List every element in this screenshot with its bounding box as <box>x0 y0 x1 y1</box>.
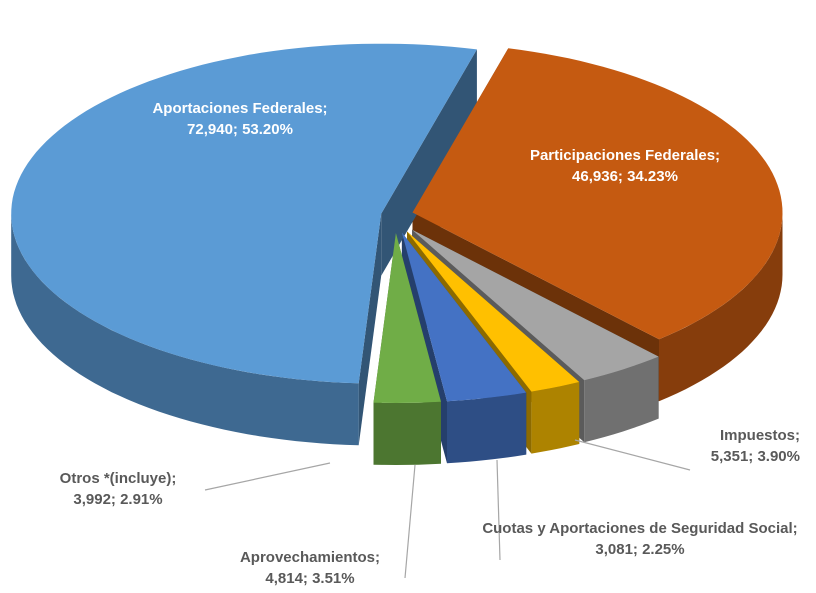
label-name: Cuotas y Aportaciones de Seguridad Socia… <box>482 520 797 537</box>
slice-side <box>531 382 580 454</box>
slice-side <box>447 392 527 464</box>
label-percent: 3.51% <box>312 570 355 587</box>
data-label: Participaciones Federales; 46,936; 34.23% <box>530 147 720 185</box>
data-label: Aportaciones Federales; 72,940; 53.20% <box>152 100 327 138</box>
label-percent: 34.23% <box>627 168 678 185</box>
label-value: 46,936; <box>572 168 627 185</box>
leader-line <box>574 439 691 471</box>
slice-side <box>584 356 659 443</box>
data-label: Otros *(incluye); 3,992; 2.91% <box>60 470 177 508</box>
label-name: Impuestos; <box>720 427 800 444</box>
label-percent: 53.20% <box>242 121 293 138</box>
leader-line <box>404 464 416 579</box>
label-name: Aprovechamientos; <box>240 549 380 566</box>
data-label: Impuestos; 5,351; 3.90% <box>711 427 800 465</box>
slice-edge <box>358 213 382 446</box>
data-label: Cuotas y Aportaciones de Seguridad Socia… <box>482 520 797 558</box>
label-name: Otros *(incluye); <box>60 470 177 487</box>
label-value: 5,351; <box>711 448 758 465</box>
label-value: 4,814; <box>265 570 312 587</box>
slice-side <box>659 212 783 402</box>
leader-line <box>204 462 331 491</box>
label-percent: 3.90% <box>757 448 800 465</box>
leader-line <box>496 459 501 561</box>
slice <box>373 233 441 403</box>
label-percent: 2.91% <box>120 491 163 508</box>
data-label: Aprovechamientos; 4,814; 3.51% <box>240 549 380 587</box>
label-name: Participaciones Federales; <box>530 147 720 164</box>
label-value: 3,081; <box>595 541 642 558</box>
label-percent: 2.25% <box>642 541 685 558</box>
label-value: 3,992; <box>73 491 120 508</box>
slice <box>407 231 580 392</box>
slice <box>11 43 477 384</box>
slice-side <box>11 213 359 446</box>
label-value: 72,940; <box>187 121 242 138</box>
slice <box>401 232 527 402</box>
slice-edge <box>381 49 477 276</box>
label-name: Aportaciones Federales; <box>152 100 327 117</box>
slice <box>412 48 783 340</box>
slice <box>412 229 659 381</box>
slice-side <box>373 401 441 465</box>
